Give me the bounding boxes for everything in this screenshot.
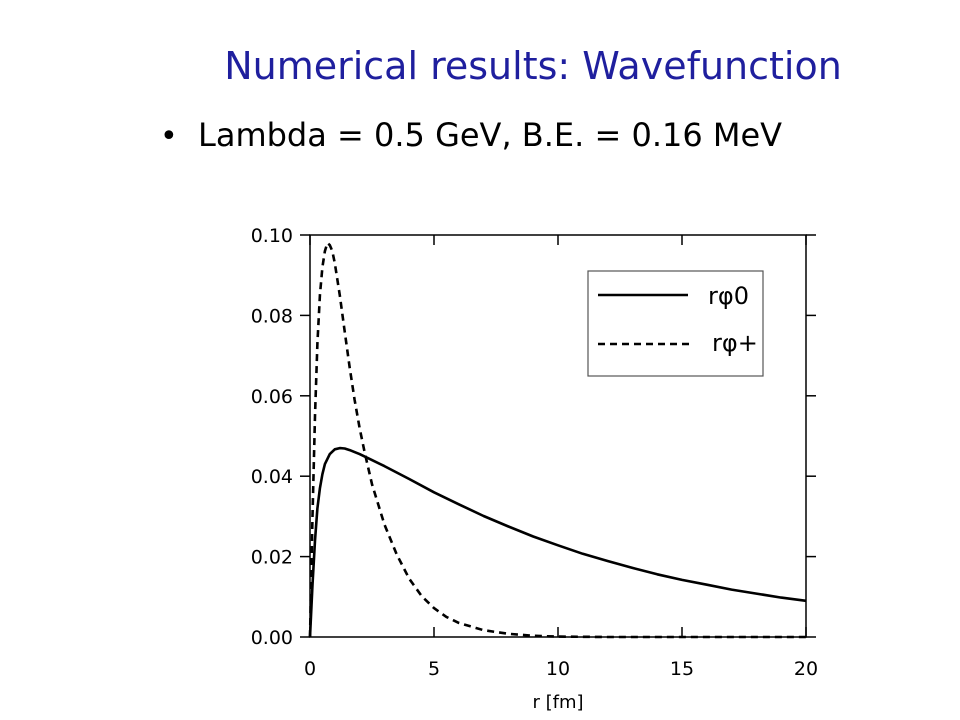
y-tick-label: 0.10 — [251, 225, 293, 247]
y-tick-label: 0.04 — [251, 466, 293, 488]
bullet-text: Lambda = 0.5 GeV, B.E. = 0.16 MeV — [198, 116, 783, 154]
x-tick-label: 5 — [428, 658, 440, 680]
series-line-phiplus — [308, 241, 806, 639]
legend-box — [587, 270, 764, 377]
series-line-phi0 — [308, 446, 807, 638]
x-tick-label: 10 — [546, 658, 570, 680]
legend-label-phiplus: rφ+ — [712, 329, 758, 357]
x-tick-label: 0 — [304, 658, 316, 680]
y-tick-label: 0.06 — [251, 386, 293, 408]
x-tick-label: 20 — [794, 658, 818, 680]
bullet-item: • Lambda = 0.5 GeV, B.E. = 0.16 MeV — [160, 116, 782, 154]
y-tick-label: 0.08 — [251, 305, 293, 327]
y-tick-label: 0.00 — [251, 627, 293, 649]
x-axis-label: r [fm] — [532, 692, 583, 713]
legend-label-phi0: rφ0 — [708, 282, 749, 310]
y-tick-label: 0.02 — [251, 547, 293, 569]
x-tick-label: 15 — [670, 658, 694, 680]
legend: rφ0 rφ+ — [587, 270, 764, 377]
bullet-icon: • — [160, 119, 178, 154]
slide-title: Numerical results: Wavefunction — [224, 44, 842, 88]
